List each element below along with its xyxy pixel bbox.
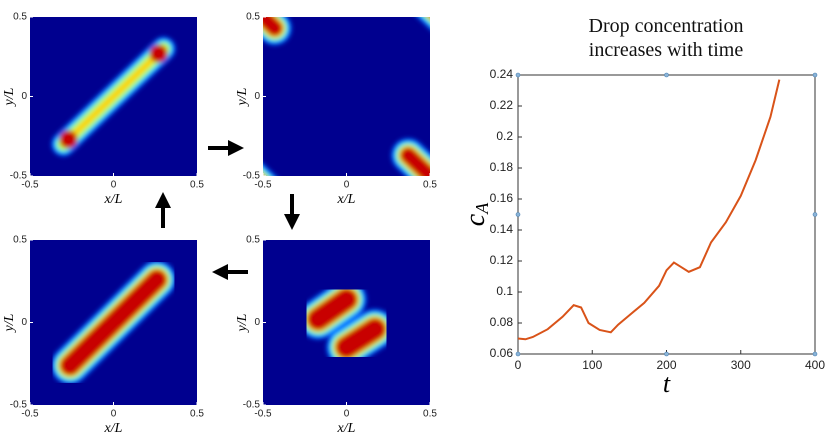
y-tick-label: 0.06: [490, 346, 514, 360]
y-tick-label: 0.16: [490, 191, 514, 205]
y-tick-label: -0.5: [10, 171, 28, 182]
x-tick-label: 0: [111, 180, 117, 191]
y-tick-label: 0.5: [13, 235, 27, 246]
drop-end: [59, 130, 78, 149]
field: [51, 36, 176, 157]
arrows: [155, 140, 300, 280]
y-axis-label: y/L: [2, 87, 17, 107]
drop-layer: [307, 288, 358, 331]
chart-title: Drop concentration increases with time: [588, 15, 744, 61]
y-tick-label: 0: [21, 91, 27, 102]
x-tick-label: 0.5: [423, 180, 437, 191]
y-axis-label-subscript: A: [472, 202, 492, 215]
y-axis-label: y/L: [2, 313, 17, 333]
selection-handle: [664, 72, 669, 78]
y-tick-label: -0.5: [243, 400, 261, 411]
x-tick-label: -0.5: [254, 180, 272, 191]
drop-layer: [263, 17, 283, 37]
x-tick-label: 400: [805, 358, 825, 372]
x-tick-label: 0: [344, 180, 350, 191]
x-tick-label: 0: [515, 358, 522, 372]
y-tick-label: 0.2: [496, 129, 513, 143]
y-tick-label: 0.18: [490, 160, 514, 174]
x-axis-label: x/L: [104, 421, 123, 436]
drop-layer: [421, 17, 430, 26]
x-tick-label: 0.5: [190, 409, 204, 420]
y-tick-label: 0.22: [490, 98, 514, 112]
x-tick-label: 100: [582, 358, 602, 372]
y-axis-label-symbol: c: [460, 213, 491, 226]
y-axis-label: y/L: [235, 87, 250, 107]
drop-layer: [400, 147, 430, 176]
drops: [298, 279, 395, 368]
selection-handle: [664, 351, 669, 357]
field: [298, 279, 395, 368]
x-tick-label: -0.5: [21, 409, 39, 420]
y-tick-label: 0: [254, 317, 260, 328]
x-axis-label: x/L: [337, 192, 356, 207]
drop-layer: [60, 269, 167, 376]
field: [51, 260, 176, 385]
x-tick-label: 0: [344, 409, 350, 420]
y-tick-label: 0: [254, 91, 260, 102]
y-tick-label: 0.24: [490, 67, 514, 81]
selection-handle: [812, 351, 818, 357]
x-tick-label: 0.5: [190, 180, 204, 191]
drops: [51, 260, 176, 385]
y-axis-label: y/L: [235, 313, 250, 333]
x-axis-label: x/L: [337, 421, 356, 436]
selection-handle: [515, 351, 521, 357]
y-tick-label: -0.5: [10, 400, 28, 411]
x-axis-label: t: [663, 369, 671, 398]
drop-end: [149, 44, 168, 63]
y-tick-label: 0.5: [13, 12, 27, 23]
x-tick-label: -0.5: [21, 180, 39, 191]
x-tick-label: 300: [731, 358, 751, 372]
selection-handle: [812, 72, 818, 78]
y-tick-label: 0.12: [490, 253, 514, 267]
x-tick-label: 0.5: [423, 409, 437, 420]
x-tick-label: 200: [656, 358, 676, 372]
y-tick-label: 0.14: [490, 222, 514, 236]
drops: [263, 17, 430, 176]
x-axis-label: x/L: [104, 192, 123, 207]
drops: [51, 36, 176, 157]
selection-handle: [812, 212, 818, 217]
x-tick-label: -0.5: [254, 409, 272, 420]
y-axis-label: cA: [460, 202, 492, 226]
y-tick-label: 0.1: [496, 284, 513, 298]
field: [263, 17, 430, 176]
x-tick-label: 0: [111, 409, 117, 420]
selection-handle: [515, 72, 521, 78]
y-tick-label: 0.5: [246, 12, 260, 23]
selection-handle: [515, 212, 521, 217]
y-tick-label: 0: [21, 317, 27, 328]
y-tick-label: 0.08: [490, 315, 514, 329]
drop-layer: [335, 318, 386, 359]
y-tick-label: -0.5: [243, 171, 261, 182]
y-tick-label: 0.5: [246, 235, 260, 246]
data-line: [517, 79, 781, 341]
drop-layer: [60, 45, 167, 148]
